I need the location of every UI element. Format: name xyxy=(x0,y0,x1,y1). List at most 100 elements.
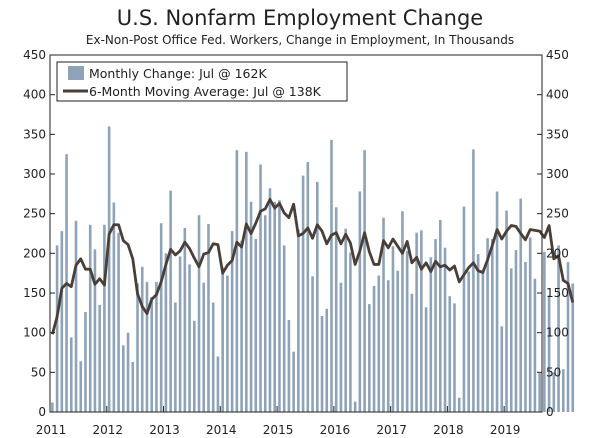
y-tick-label-left: 400 xyxy=(23,88,46,102)
y-tick-label-right: 400 xyxy=(546,88,569,102)
bar xyxy=(372,285,376,412)
bar xyxy=(538,373,541,412)
bar xyxy=(249,201,253,412)
bar xyxy=(211,302,215,412)
bar xyxy=(164,253,168,412)
bar xyxy=(117,232,120,412)
bar xyxy=(60,231,64,412)
bar xyxy=(155,281,158,412)
x-tick-label: 2014 xyxy=(206,423,237,437)
bar xyxy=(150,296,154,412)
y-tick-label-left: 50 xyxy=(31,365,46,379)
bar xyxy=(571,283,575,412)
bar xyxy=(197,215,201,412)
bar xyxy=(306,162,310,412)
bar xyxy=(178,256,182,412)
bar xyxy=(112,202,116,412)
bar xyxy=(368,304,371,412)
moving-average-line xyxy=(51,197,575,335)
bar xyxy=(88,224,92,412)
bar xyxy=(145,281,149,412)
bar xyxy=(259,164,262,412)
bar xyxy=(325,308,329,412)
bar xyxy=(429,257,433,412)
y-tick-label-right: 100 xyxy=(546,326,569,340)
bar xyxy=(519,198,523,412)
bar xyxy=(443,247,447,412)
bar xyxy=(377,275,381,412)
bar xyxy=(320,316,324,412)
bar xyxy=(349,252,352,412)
bar xyxy=(410,293,414,412)
axes: 0 0 50 50 100 100 150 150 200 200 250 250 300 300 350 3… xyxy=(23,48,569,437)
bar xyxy=(552,372,556,412)
bar xyxy=(282,245,286,412)
legend-bar-swatch xyxy=(68,66,84,80)
bar xyxy=(448,296,452,412)
bar xyxy=(84,312,87,412)
bar xyxy=(339,282,343,412)
bar xyxy=(207,223,210,412)
bar xyxy=(174,302,177,412)
x-tick-label: 2017 xyxy=(376,423,407,437)
bar xyxy=(79,361,83,412)
bar xyxy=(240,240,243,412)
y-tick-label-left: 450 xyxy=(23,48,46,62)
x-tick-label: 2011 xyxy=(36,423,67,437)
bar xyxy=(382,217,385,412)
bar xyxy=(263,215,267,412)
bar xyxy=(353,401,357,412)
bar xyxy=(524,262,527,412)
bar xyxy=(136,283,139,412)
y-tick-label-left: 150 xyxy=(23,286,46,300)
bar xyxy=(486,238,489,412)
y-tick-label-left: 300 xyxy=(23,167,46,181)
bar xyxy=(396,270,400,412)
bar xyxy=(363,150,366,412)
bar xyxy=(216,356,220,412)
y-tick-label-left: 200 xyxy=(23,246,46,260)
bar xyxy=(358,191,362,412)
y-tick-label-left: 0 xyxy=(38,405,46,419)
bar xyxy=(457,397,461,412)
bar xyxy=(292,351,295,412)
y-tick-label-right: 200 xyxy=(546,246,569,260)
bar xyxy=(566,262,570,412)
bar xyxy=(122,345,125,412)
bar xyxy=(491,239,494,412)
bar xyxy=(344,228,347,412)
bar xyxy=(235,150,239,412)
bar xyxy=(254,239,258,412)
y-tick-label-right: 300 xyxy=(546,167,569,181)
bar xyxy=(93,249,97,412)
y-tick-label-left: 100 xyxy=(23,326,46,340)
bar xyxy=(334,207,338,412)
bar xyxy=(103,224,106,412)
bar xyxy=(514,250,518,412)
bar xyxy=(107,126,111,413)
bar xyxy=(438,220,442,412)
plot-frame xyxy=(49,54,543,413)
x-tick-label: 2018 xyxy=(433,423,464,437)
bar xyxy=(98,304,101,412)
bar xyxy=(287,319,291,412)
bar xyxy=(481,271,485,412)
bar xyxy=(169,190,172,412)
x-tick-label: 2016 xyxy=(320,423,351,437)
bar xyxy=(159,223,163,412)
bar xyxy=(140,266,144,412)
bar xyxy=(500,326,504,412)
bar xyxy=(273,201,277,412)
bar xyxy=(453,303,456,412)
bar xyxy=(476,254,480,412)
bar xyxy=(543,251,546,412)
bar xyxy=(424,307,428,412)
bar xyxy=(278,200,281,412)
bar xyxy=(434,239,437,412)
y-tick-label-right: 0 xyxy=(546,405,554,419)
bar xyxy=(192,320,196,412)
legend-box xyxy=(56,61,348,102)
bar xyxy=(183,227,187,412)
y-tick-label-right: 150 xyxy=(546,286,569,300)
